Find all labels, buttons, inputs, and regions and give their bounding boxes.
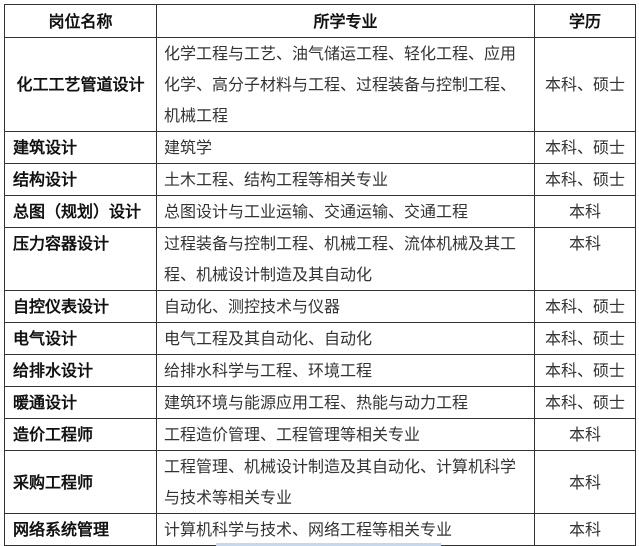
table-row: 化工工艺管道设计 化学工程与工艺、油气储运工程、轻化工程、应用化学、高分子材料与… (4, 37, 636, 132)
decorative-bar (216, 543, 441, 546)
major-cell: 工程造价管理、工程管理等相关专业 (156, 418, 535, 451)
major-cell: 计算机科学与技术、网络工程等相关专业 (156, 513, 535, 546)
header-education: 学历 (534, 4, 636, 38)
education-cell: 本科、硕士 (534, 322, 636, 355)
education-cell: 本科 (534, 195, 636, 228)
table-row: 总图（规划）设计 总图设计与工业运输、交通运输、交通工程 本科 (4, 195, 636, 228)
position-cell: 暖通设计 (4, 386, 157, 419)
table-row: 电气设计 电气工程及其自动化、自动化 本科、硕士 (4, 322, 636, 355)
major-cell: 土木工程、结构工程等相关专业 (156, 163, 535, 196)
position-cell: 电气设计 (4, 322, 157, 355)
table-row: 采购工程师 工程管理、机械设计制造及其自动化、计算机科学与技术等相关专业 本科 (4, 450, 636, 514)
education-cell: 本科 (534, 418, 636, 451)
position-cell: 给排水设计 (4, 354, 157, 387)
table-row: 网络系统管理 计算机科学与技术、网络工程等相关专业 本科 (4, 513, 636, 546)
position-cell: 自控仪表设计 (4, 290, 157, 323)
education-cell: 本科 (534, 450, 636, 514)
major-cell: 自动化、测控技术与仪器 (156, 290, 535, 323)
table-header-row: 岗位名称 所学专业 学历 (4, 4, 636, 38)
education-cell: 本科、硕士 (534, 290, 636, 323)
education-cell: 本科、硕士 (534, 131, 636, 164)
education-cell: 本科 (534, 227, 636, 291)
table-row: 压力容器设计 过程装备与控制工程、机械工程、流体机械及其工程、机械设计制造及其自… (4, 227, 636, 291)
header-major: 所学专业 (156, 4, 535, 38)
major-cell: 化学工程与工艺、油气储运工程、轻化工程、应用化学、高分子材料与工程、过程装备与控… (156, 37, 535, 132)
major-cell: 建筑学 (156, 131, 535, 164)
table-row: 结构设计 土木工程、结构工程等相关专业 本科、硕士 (4, 163, 636, 196)
major-cell: 工程管理、机械设计制造及其自动化、计算机科学与技术等相关专业 (156, 450, 535, 514)
major-cell: 电气工程及其自动化、自动化 (156, 322, 535, 355)
position-cell: 压力容器设计 (4, 227, 157, 291)
major-cell: 总图设计与工业运输、交通运输、交通工程 (156, 195, 535, 228)
education-cell: 本科 (534, 513, 636, 546)
education-cell: 本科、硕士 (534, 163, 636, 196)
position-cell: 化工工艺管道设计 (4, 37, 157, 132)
major-cell: 建筑环境与能源应用工程、热能与动力工程 (156, 386, 535, 419)
position-cell: 网络系统管理 (4, 513, 157, 546)
header-position: 岗位名称 (4, 4, 157, 38)
major-cell: 过程装备与控制工程、机械工程、流体机械及其工程、机械设计制造及其自动化 (156, 227, 535, 291)
table-row: 建筑设计 建筑学 本科、硕士 (4, 131, 636, 164)
major-cell: 给排水科学与工程、环境工程 (156, 354, 535, 387)
table-row: 给排水设计 给排水科学与工程、环境工程 本科、硕士 (4, 354, 636, 387)
education-cell: 本科、硕士 (534, 354, 636, 387)
position-cell: 结构设计 (4, 163, 157, 196)
position-cell: 总图（规划）设计 (4, 195, 157, 228)
position-cell: 采购工程师 (4, 450, 157, 514)
table-row: 造价工程师 工程造价管理、工程管理等相关专业 本科 (4, 418, 636, 451)
table-row: 自控仪表设计 自动化、测控技术与仪器 本科、硕士 (4, 290, 636, 323)
education-cell: 本科、硕士 (534, 386, 636, 419)
education-cell: 本科、硕士 (534, 37, 636, 132)
table-row: 暖通设计 建筑环境与能源应用工程、热能与动力工程 本科、硕士 (4, 386, 636, 419)
recruitment-table: 岗位名称 所学专业 学历 化工工艺管道设计 化学工程与工艺、油气储运工程、轻化工… (4, 4, 636, 546)
position-cell: 造价工程师 (4, 418, 157, 451)
position-cell: 建筑设计 (4, 131, 157, 164)
